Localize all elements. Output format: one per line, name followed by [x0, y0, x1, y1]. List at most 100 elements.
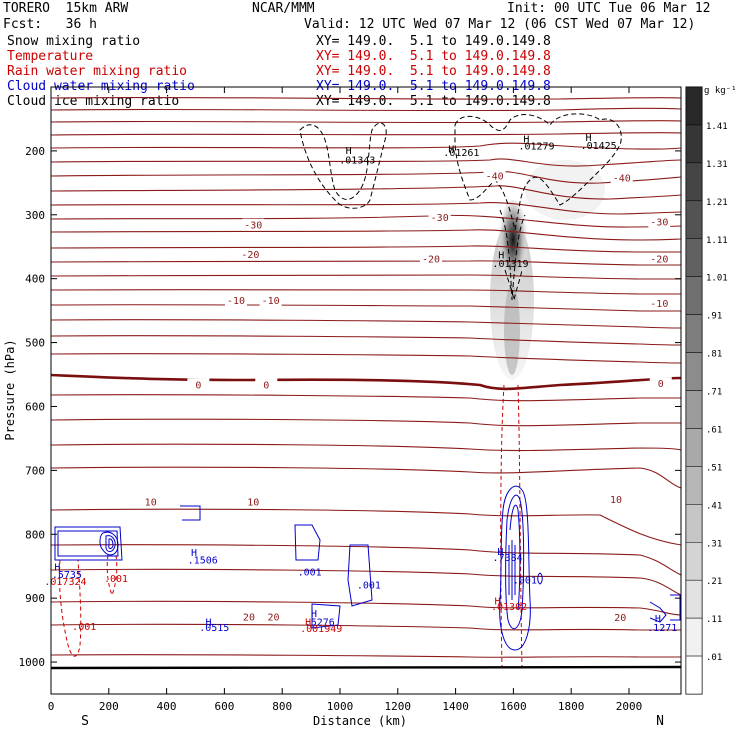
y-tick-label: 900	[25, 592, 45, 605]
y-tick-label: 400	[25, 273, 45, 286]
colorbar-level	[685, 238, 703, 277]
temperature-label: 0	[195, 380, 201, 391]
temperature-label-bg	[420, 252, 443, 265]
maximum-label: H	[586, 133, 592, 144]
maximum-label: .01261	[443, 148, 479, 159]
colorbar-level	[685, 162, 703, 202]
colorbar-label: .01	[706, 653, 722, 663]
temperature-label: 0	[658, 379, 664, 390]
maximum-label: H	[346, 146, 352, 157]
maximum-label: .001	[104, 574, 128, 585]
temperature-label: -10	[650, 299, 668, 310]
colorbar-label: .81	[706, 350, 722, 360]
forecast-hour: Fcst: 36 h	[3, 17, 97, 32]
rain-contours	[58, 384, 523, 669]
maximum-label: .001949	[300, 624, 342, 635]
maximum-label: .001	[513, 575, 537, 586]
temperature-label: -30	[431, 213, 449, 224]
legend-xy-snow: XY= 149.0. 5.1 to 149.0.149.8	[316, 34, 551, 49]
colorbar-level	[685, 314, 703, 353]
maximum-label: H	[497, 547, 503, 558]
colorbar-label: 1.31	[706, 160, 728, 170]
x-tick-label: 200	[99, 700, 119, 713]
temperature-label-bg	[648, 252, 671, 265]
colorbar-labels: 1.41 1.31 1.21 1.11 1.01 .91 .81 .71 .61 .51 .41 .3…	[706, 122, 728, 663]
colorbar-level	[685, 617, 703, 657]
temperature-label: -20	[422, 255, 440, 266]
temperature-label-bg	[255, 378, 278, 391]
colorbar-level	[685, 504, 703, 543]
temperature-label-bg	[259, 294, 282, 307]
model-name: TORERO 15km ARW	[3, 1, 129, 16]
x-tick-label: 1800	[558, 700, 585, 713]
colorbar-unit: g kg⁻¹	[704, 86, 737, 96]
center-name: NCAR/MMM	[252, 1, 315, 16]
north-marker: N	[656, 714, 664, 729]
temperature-label-bg	[237, 610, 260, 623]
temperature-label: -40	[613, 173, 631, 184]
temperature-label-bg	[610, 171, 633, 184]
temperature-label-bg	[604, 492, 627, 505]
colorbar-label: 1.41	[706, 122, 728, 132]
maximum-label: .01343	[339, 155, 375, 166]
temperature-label-bg	[609, 610, 632, 623]
colorbar-level	[685, 124, 703, 164]
colorbar-label: .11	[706, 615, 722, 625]
maximum-label: .01302	[491, 602, 527, 613]
maximum-label: .01425	[581, 141, 617, 152]
temperature-label-bg	[239, 248, 262, 261]
colorbar-level	[685, 579, 703, 619]
temperature-label: -20	[650, 255, 668, 266]
y-tick-label: 300	[25, 209, 45, 222]
maximum-label: .5276	[305, 617, 335, 628]
temperature-label: -30	[650, 217, 668, 228]
legend-xy-rain: XY= 149.0. 5.1 to 149.0.149.8	[316, 64, 551, 79]
colorbar-label: 1.11	[706, 236, 728, 246]
colorbar-level	[685, 428, 703, 467]
snow-shading	[490, 160, 605, 380]
maximum-label: .001	[357, 580, 381, 591]
temperature-label: 10	[145, 497, 157, 508]
maxima-labels: H.01343H.01261H.01279H.01425H.01319H.150…	[44, 133, 677, 635]
x-tick-label: 0	[48, 700, 55, 713]
temperature-label-bg	[242, 218, 265, 231]
temperature-label-bg	[648, 215, 671, 228]
x-tick-label: 2000	[616, 700, 643, 713]
maximum-label: .7384	[493, 553, 523, 564]
colorbar-label: .31	[706, 539, 722, 549]
cloud-water-contours	[54, 485, 681, 651]
maximum-label: .1271	[647, 623, 677, 634]
x-axis: 0 200 400 600 800 1000 1200 1400 1600 1800 2000	[48, 87, 643, 713]
maximum-label: .001	[72, 622, 96, 633]
south-marker: S	[81, 714, 89, 729]
colorbar-levels	[685, 86, 703, 695]
colorbar-label: .21	[706, 577, 722, 587]
x-tick-label: 1600	[500, 700, 527, 713]
colorbar-label: .91	[706, 312, 722, 322]
legend-xy-cloud-ice: XY= 149.0. 5.1 to 149.0.149.8	[316, 94, 551, 109]
maximum-label: .01319	[492, 259, 528, 270]
temperature-label: -40	[486, 171, 504, 182]
colorbar-level	[685, 86, 703, 126]
temperature-label-bg	[242, 495, 265, 508]
maximum-label: H	[494, 596, 500, 607]
maximum-label: H	[54, 562, 60, 573]
temperature-label: 10	[247, 497, 259, 508]
ground-line	[50, 665, 682, 670]
maximum-label: H	[191, 548, 197, 559]
maximum-label: .1506	[188, 555, 218, 566]
legend-label-rain: Rain water mixing ratio	[7, 64, 188, 79]
colorbar-level	[685, 655, 703, 695]
colorbar-label: .61	[706, 425, 722, 435]
temperature-label: 0	[263, 380, 269, 391]
temperature-label-bg	[187, 378, 210, 391]
temperature-label-bg	[649, 377, 672, 390]
y-axis-label: Pressure (hPa)	[3, 339, 17, 440]
y-tick-label: 200	[25, 145, 45, 158]
y-tick-label: 800	[25, 528, 45, 541]
maximum-label: H	[448, 145, 454, 156]
temperature-label-bg	[224, 294, 247, 307]
x-tick-label: 1200	[385, 700, 412, 713]
